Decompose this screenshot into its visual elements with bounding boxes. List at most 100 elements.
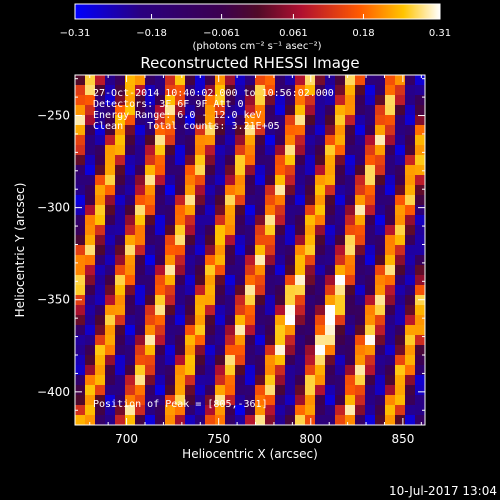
- heatmap-cell: [255, 325, 266, 336]
- heatmap-cell: [165, 225, 176, 236]
- heatmap-cell: [305, 395, 316, 406]
- heatmap-cell: [315, 405, 326, 416]
- heatmap-cell: [265, 195, 276, 206]
- heatmap-cell: [405, 265, 416, 276]
- heatmap-cell: [105, 315, 116, 326]
- heatmap-cell: [385, 325, 396, 336]
- heatmap-cell: [185, 145, 196, 156]
- heatmap-cell: [295, 115, 306, 126]
- heatmap-cell: [265, 165, 276, 176]
- heatmap-cell: [415, 385, 425, 396]
- heatmap-cell: [125, 125, 136, 136]
- heatmap-cell: [235, 175, 246, 186]
- heatmap-cell: [165, 325, 176, 336]
- heatmap-cell: [325, 295, 336, 306]
- heatmap-cell: [105, 105, 116, 116]
- heatmap-cell: [345, 255, 356, 266]
- heatmap-cell: [355, 385, 366, 396]
- heatmap-cell: [295, 235, 306, 246]
- heatmap-cell: [405, 95, 416, 106]
- heatmap-cell: [395, 315, 406, 326]
- heatmap-cell: [145, 415, 156, 425]
- heatmap-cell: [205, 145, 216, 156]
- heatmap-cell: [385, 205, 396, 216]
- heatmap-cell: [325, 405, 336, 416]
- heatmap-cell: [245, 175, 256, 186]
- heatmap-cell: [325, 85, 336, 96]
- heatmap-cell: [365, 405, 376, 416]
- heatmap-cell: [155, 115, 166, 126]
- heatmap-cell: [265, 295, 276, 306]
- heatmap-cell: [105, 305, 116, 316]
- heatmap-cell: [355, 315, 366, 326]
- heatmap-cell: [95, 265, 106, 276]
- heatmap-cell: [85, 175, 96, 186]
- heatmap-cell: [245, 345, 256, 356]
- heatmap-cell: [305, 415, 316, 425]
- heatmap-cell: [335, 105, 346, 116]
- heatmap-cell: [265, 115, 276, 126]
- heatmap-cell: [325, 255, 336, 266]
- heatmap-cell: [175, 345, 186, 356]
- heatmap-cell: [75, 125, 86, 136]
- heatmap-cell: [115, 285, 126, 296]
- heatmap-cell: [125, 155, 136, 166]
- heatmap-cell: [175, 165, 186, 176]
- chart-title: Reconstructed RHESSI Image: [140, 54, 359, 72]
- heatmap-cell: [195, 145, 206, 156]
- heatmap-cell: [345, 195, 356, 206]
- heatmap-cell: [95, 145, 106, 156]
- heatmap-cell: [185, 235, 196, 246]
- heatmap-cell: [155, 295, 166, 306]
- heatmap-cell: [335, 295, 346, 306]
- heatmap-cell: [315, 175, 326, 186]
- heatmap-cell: [275, 305, 286, 316]
- heatmap-cell: [235, 195, 246, 206]
- heatmap-cell: [295, 335, 306, 346]
- heatmap-cell: [95, 335, 106, 346]
- heatmap-cell: [185, 175, 196, 186]
- heatmap-cell: [105, 325, 116, 336]
- heatmap-cell: [395, 335, 406, 346]
- heatmap-cell: [415, 195, 425, 206]
- heatmap-cell: [375, 405, 386, 416]
- heatmap-cell: [75, 225, 86, 236]
- heatmap-cell: [175, 155, 186, 166]
- heatmap-cell: [85, 265, 96, 276]
- heatmap-cell: [95, 75, 106, 86]
- heatmap-cell: [355, 145, 366, 156]
- heatmap-cell: [145, 195, 156, 206]
- heatmap-cell: [205, 105, 216, 116]
- heatmap-cell: [245, 225, 256, 236]
- heatmap-cell: [95, 295, 106, 306]
- heatmap-cell: [365, 415, 376, 425]
- heatmap-cell: [175, 335, 186, 346]
- heatmap-cell: [85, 135, 96, 146]
- heatmap-cell: [405, 215, 416, 226]
- heatmap-cell: [195, 285, 206, 296]
- heatmap-cell: [395, 105, 406, 116]
- heatmap-cell: [365, 125, 376, 136]
- heatmap-cell: [275, 245, 286, 256]
- heatmap-cell: [285, 375, 296, 386]
- heatmap-cell: [295, 405, 306, 416]
- heatmap-cell: [305, 235, 316, 246]
- heatmap-cell: [335, 275, 346, 286]
- heatmap-cell: [225, 155, 236, 166]
- heatmap-cell: [175, 395, 186, 406]
- heatmap-cell: [365, 85, 376, 96]
- heatmap-cell: [355, 115, 366, 126]
- heatmap-cell: [245, 415, 256, 425]
- heatmap-cell: [195, 365, 206, 376]
- heatmap-cell: [355, 245, 366, 256]
- heatmap-cell: [275, 385, 286, 396]
- heatmap-cell: [305, 115, 316, 126]
- heatmap-cell: [385, 155, 396, 166]
- heatmap-cell: [285, 275, 296, 286]
- heatmap-cell: [285, 175, 296, 186]
- heatmap-cell: [255, 165, 266, 176]
- heatmap-cell: [255, 175, 266, 186]
- heatmap-cell: [275, 215, 286, 226]
- heatmap-cell: [335, 145, 346, 156]
- heatmap-cell: [115, 175, 126, 186]
